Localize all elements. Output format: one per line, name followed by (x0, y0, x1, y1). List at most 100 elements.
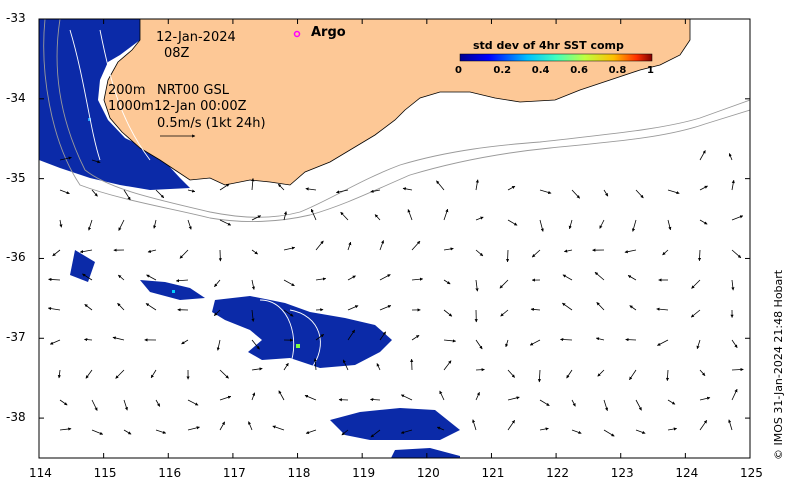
current-vector (251, 249, 258, 255)
x-tick-label: 123 (610, 466, 634, 480)
current-vector (79, 249, 93, 254)
current-vector (603, 189, 609, 197)
product-label: NRT00 GSL (157, 83, 229, 98)
current-vector (657, 339, 669, 346)
current-vector (248, 421, 253, 431)
current-vector (539, 189, 552, 195)
current-vector (49, 339, 61, 345)
current-vector (731, 249, 742, 259)
current-vector (731, 215, 744, 221)
x-tick-label: 122 (546, 466, 569, 480)
current-vector (505, 339, 509, 348)
current-vector (443, 360, 452, 371)
current-vector (507, 369, 515, 378)
current-vector (475, 368, 485, 372)
current-vector (731, 279, 735, 291)
current-vector (187, 426, 200, 431)
current-vector (213, 309, 221, 316)
current-vector (507, 185, 516, 191)
current-vector (624, 249, 637, 254)
scale-label: 0.5m/s (1kt 24h) (157, 116, 266, 131)
current-vector (379, 331, 387, 341)
current-vector (411, 277, 424, 281)
current-vector (91, 159, 101, 164)
current-vector (112, 336, 125, 341)
current-vector (625, 338, 637, 342)
current-vector (699, 219, 708, 225)
current-vector (59, 156, 72, 161)
current-vector (603, 399, 609, 412)
current-vector (400, 429, 413, 434)
current-vector (562, 302, 573, 311)
current-vector (153, 219, 157, 229)
current-vector (443, 208, 449, 221)
current-vector (597, 369, 605, 377)
current-vector (439, 390, 445, 401)
current-vector (85, 369, 93, 379)
current-vector (665, 369, 670, 382)
current-vector (507, 420, 516, 431)
current-vector (400, 394, 413, 401)
colorbar-tick-label: 0.6 (570, 65, 588, 76)
current-vector (84, 338, 93, 342)
current-vector (635, 429, 646, 434)
bathymetry-contours (43, 19, 750, 222)
current-vector (84, 303, 93, 311)
sst-warm-pixels (88, 118, 300, 348)
current-vector (219, 395, 232, 401)
current-vector (251, 339, 260, 350)
current-vector (500, 309, 509, 317)
current-vector (370, 429, 381, 438)
current-vector (342, 359, 349, 371)
current-vector (305, 429, 317, 434)
current-vector (155, 189, 165, 199)
current-vector (59, 219, 63, 228)
current-vector (539, 219, 544, 232)
current-vector (47, 306, 61, 311)
argo-marker (293, 30, 301, 38)
colorbar (459, 53, 653, 62)
current-vector (627, 275, 637, 281)
current-vector (251, 392, 256, 401)
colorbar-tick-label: 0 (455, 65, 462, 76)
credit-text: © IMOS 31-Jan-2024 21:48 Hobart (772, 269, 785, 460)
date-label: 12-Jan-2024 (156, 30, 236, 45)
current-vector (443, 247, 454, 251)
current-vector (411, 240, 421, 251)
current-vector (123, 429, 132, 435)
current-vector (91, 399, 98, 411)
current-vector (251, 279, 255, 290)
current-vector (562, 274, 573, 281)
y-tick-label: -33 (6, 11, 26, 25)
current-vector (283, 362, 289, 371)
current-vector (315, 240, 324, 251)
current-vector (146, 274, 157, 281)
current-vector (175, 279, 189, 283)
current-vector (635, 189, 644, 199)
current-vector (596, 302, 605, 311)
current-vector (475, 392, 480, 401)
current-vector (594, 271, 605, 281)
current-vector (370, 397, 381, 402)
current-vector (603, 429, 615, 437)
current-vector (571, 429, 582, 434)
current-vector (57, 369, 61, 379)
current-vector (443, 279, 451, 285)
y-tick-label: -34 (6, 90, 26, 105)
current-vector (347, 329, 356, 341)
current-vector (699, 150, 706, 161)
x-tick-label: 117 (222, 466, 246, 480)
x-tick-label: 116 (158, 466, 182, 480)
current-vector (656, 307, 669, 311)
current-vector (595, 337, 605, 341)
current-vector (728, 419, 733, 431)
current-vector (315, 333, 325, 341)
current-vector (475, 216, 484, 221)
current-vector (187, 399, 199, 406)
current-vector (529, 339, 541, 346)
current-vector (304, 395, 317, 401)
current-vector (272, 425, 285, 431)
contour-label-200: 200m (108, 83, 146, 98)
current-vector (402, 187, 413, 191)
current-vector (436, 426, 445, 431)
